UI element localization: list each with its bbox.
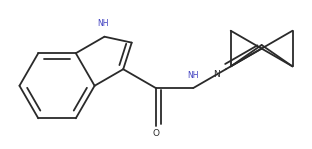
- Text: N: N: [213, 70, 220, 79]
- Text: NH: NH: [97, 19, 108, 28]
- Text: NH: NH: [188, 71, 199, 80]
- Text: O: O: [152, 129, 159, 138]
